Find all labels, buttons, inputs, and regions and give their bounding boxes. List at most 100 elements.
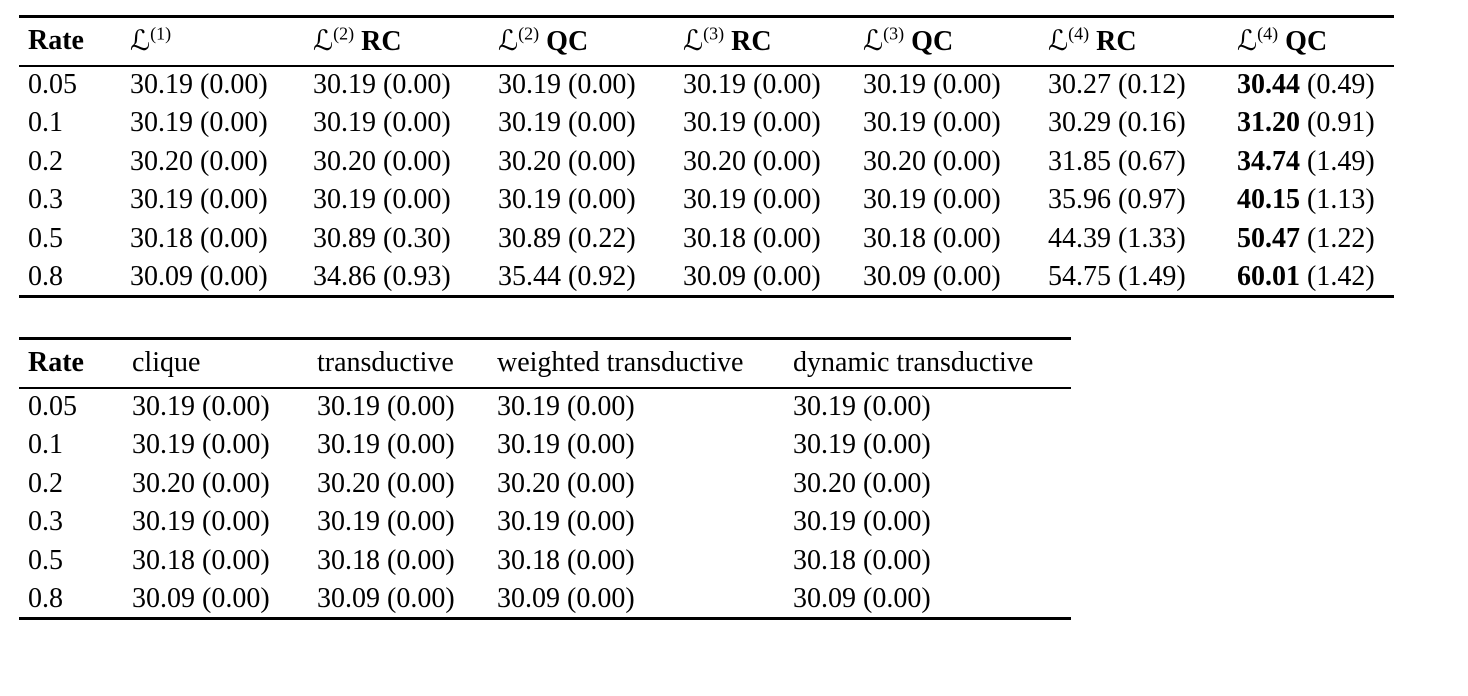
value-mean: 31.85 (1048, 145, 1111, 177)
value-mean: 54.75 (1048, 260, 1111, 292)
data-cell: 30.27 (0.12) (1048, 66, 1237, 105)
table-body: 0.05 30.19 (0.00) 30.19 (0.00) 30.19 (0.00)… (19, 388, 1071, 619)
value-mean: 30.18 (683, 222, 746, 254)
table-row: 0.2 30.20 (0.00) 30.20 (0.00) 30.20 (0.00) 3… (19, 143, 1394, 182)
header-suffix: QC (546, 26, 589, 58)
data-cell: 30.19 (0.00) (498, 181, 683, 220)
data-cell: 35.96 (0.97) (1048, 181, 1237, 220)
value-sd: (0.00) (387, 582, 455, 614)
value-mean: 30.20 (498, 145, 561, 177)
value-sd: (0.00) (933, 69, 1001, 101)
value-sd: (0.00) (383, 145, 451, 177)
data-cell: 30.09 (0.00) (497, 580, 793, 619)
value-mean: 34.74 (1237, 145, 1300, 177)
cell-rate: 0.1 (19, 104, 130, 143)
table-row: 0.5 30.18 (0.00) 30.89 (0.30) 30.89 (0.22) 3… (19, 220, 1394, 259)
data-cell: 30.18 (0.00) (130, 220, 313, 259)
value-sd: (0.00) (863, 391, 931, 423)
value-mean: 30.44 (1237, 69, 1300, 101)
value-mean: 30.19 (313, 69, 376, 101)
value-mean: 30.19 (317, 429, 380, 461)
value-sd: (0.00) (387, 391, 455, 423)
value-sd: (0.00) (202, 391, 270, 423)
value-mean: 30.18 (130, 222, 193, 254)
cell-rate: 0.8 (19, 580, 132, 619)
value-mean: 30.18 (863, 222, 926, 254)
value-sd: (0.00) (383, 184, 451, 216)
value-sd: (0.00) (753, 184, 821, 216)
data-cell: 30.19 (0.00) (793, 503, 1071, 542)
data-cell: 30.20 (0.00) (130, 143, 313, 182)
cell-rate: 0.5 (19, 542, 132, 581)
table-row: 0.05 30.19 (0.00) 30.19 (0.00) 30.19 (0.00)… (19, 388, 1071, 427)
cell-rate: 0.1 (19, 426, 132, 465)
value-sd: (0.12) (1118, 69, 1186, 101)
value-mean: 30.19 (863, 184, 926, 216)
value-mean: 30.18 (317, 544, 380, 576)
data-cell: 30.18 (0.00) (132, 542, 317, 581)
column-header-loss(4)-rc: ℒ(4) RC (1048, 16, 1237, 67)
table-row: 0.05 30.19 (0.00) 30.19 (0.00) 30.19 (0.00)… (19, 66, 1394, 105)
value-mean: 30.19 (863, 107, 926, 139)
data-cell: 30.89 (0.30) (313, 220, 498, 259)
value-sd: (1.22) (1307, 222, 1375, 254)
value-mean: 30.19 (793, 391, 856, 423)
value-mean: 44.39 (1048, 222, 1111, 254)
value-sd: (0.97) (1118, 184, 1186, 216)
value-sd: (0.00) (933, 260, 1001, 292)
value-sd: (1.42) (1307, 260, 1375, 292)
superscript: (3) (883, 23, 905, 44)
value-mean: 30.20 (863, 145, 926, 177)
value-mean: 30.89 (313, 222, 376, 254)
value-mean: 30.19 (313, 184, 376, 216)
column-header-loss(1): ℒ(1) (130, 16, 313, 67)
value-sd: (0.91) (1307, 107, 1375, 139)
rate-value: 0.8 (28, 260, 63, 292)
value-mean: 30.19 (313, 107, 376, 139)
table-row: 0.8 30.09 (0.00) 30.09 (0.00) 30.09 (0.00) 3… (19, 580, 1071, 619)
data-cell: 50.47 (1.22) (1237, 220, 1394, 259)
value-mean: 30.20 (130, 145, 193, 177)
value-mean: 30.19 (793, 506, 856, 538)
value-mean: 30.20 (683, 145, 746, 177)
rate-value: 0.5 (28, 222, 63, 254)
data-cell: 31.85 (0.67) (1048, 143, 1237, 182)
value-mean: 30.89 (498, 222, 561, 254)
value-sd: (0.00) (567, 391, 635, 423)
value-sd: (0.00) (863, 544, 931, 576)
value-mean: 30.29 (1048, 107, 1111, 139)
data-cell: 34.74 (1.49) (1237, 143, 1394, 182)
value-sd: (0.00) (200, 184, 268, 216)
value-sd: (0.00) (933, 145, 1001, 177)
table-body: 0.05 30.19 (0.00) 30.19 (0.00) 30.19 (0.00)… (19, 66, 1394, 297)
header-label: dynamic transductive (793, 347, 1034, 379)
math-symbol: ℒ (1048, 24, 1069, 58)
data-cell: 30.19 (0.00) (132, 388, 317, 427)
value-sd: (0.00) (567, 544, 635, 576)
data-cell: 30.19 (0.00) (313, 66, 498, 105)
data-cell: 30.19 (0.00) (863, 66, 1048, 105)
value-mean: 30.19 (132, 506, 195, 538)
value-sd: (0.00) (383, 69, 451, 101)
value-sd: (0.00) (568, 145, 636, 177)
value-sd: (0.00) (200, 69, 268, 101)
cell-rate: 0.05 (19, 388, 132, 427)
value-sd: (1.49) (1307, 145, 1375, 177)
value-mean: 30.19 (498, 69, 561, 101)
value-sd: (0.00) (933, 222, 1001, 254)
header-label: Rate (28, 347, 84, 379)
data-cell: 30.09 (0.00) (317, 580, 497, 619)
header-row: Rate ℒ(1) ℒ(2) RC ℒ(2) QC ℒ(3) RC ℒ(3) QC ℒ(4)… (19, 16, 1394, 67)
rate-value: 0.05 (28, 391, 77, 423)
data-cell: 30.19 (0.00) (130, 66, 313, 105)
table-row: 0.3 30.19 (0.00) 30.19 (0.00) 30.19 (0.00) 3… (19, 181, 1394, 220)
value-mean: 30.19 (498, 184, 561, 216)
value-mean: 35.44 (498, 260, 561, 292)
value-sd: (0.22) (568, 222, 636, 254)
table-row: 0.2 30.20 (0.00) 30.20 (0.00) 30.20 (0.00) 3… (19, 465, 1071, 504)
value-mean: 30.09 (497, 582, 560, 614)
value-sd: (1.33) (1118, 222, 1186, 254)
cell-rate: 0.3 (19, 181, 130, 220)
value-sd: (0.00) (567, 429, 635, 461)
data-cell: 30.19 (0.00) (793, 426, 1071, 465)
